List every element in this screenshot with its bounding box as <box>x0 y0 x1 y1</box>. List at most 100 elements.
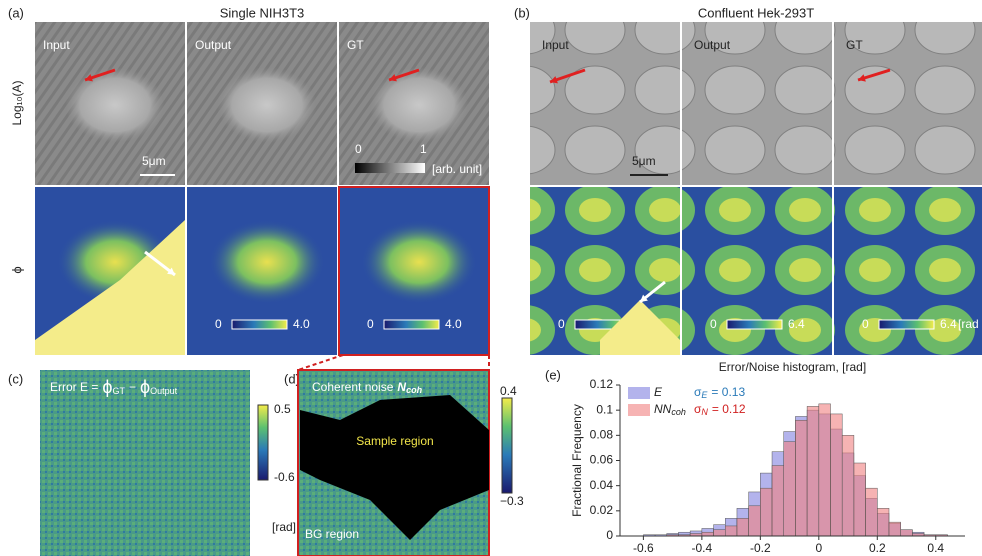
hist-bar <box>819 404 831 536</box>
hist-bar <box>831 414 843 536</box>
label: 0 <box>367 317 374 331</box>
label: -0.2 <box>750 541 771 555</box>
title-part: coh <box>406 385 423 395</box>
label: 0.5 <box>274 402 291 416</box>
panel-label: (b) <box>514 5 530 20</box>
title-part: Output <box>150 386 178 396</box>
row-label: Log₁₀(A) <box>10 80 24 125</box>
colorbar <box>232 320 287 329</box>
label: 1 <box>420 142 427 156</box>
hist-bar <box>795 420 807 536</box>
title-part: Coherent noise <box>312 380 394 394</box>
title-part: − <box>129 380 136 394</box>
zoom-line <box>298 355 343 370</box>
hist-bar <box>702 532 714 536</box>
hist-bar <box>901 530 913 536</box>
cell <box>65 67 165 143</box>
sigma-annotation: σE= 0.13 <box>694 385 745 400</box>
colorbar <box>727 320 782 329</box>
colorbar <box>502 398 512 493</box>
label: -0.6 <box>274 470 295 484</box>
label: Input <box>43 38 70 52</box>
label: 5μm <box>142 154 166 168</box>
sigma-part: = 0.13 <box>711 385 745 399</box>
colorbar <box>879 320 934 329</box>
label: [rad] <box>272 520 296 534</box>
label: Output <box>694 38 731 52</box>
panel-title: Confluent Hek-293T <box>698 5 814 20</box>
cell <box>217 67 317 143</box>
title-part: ϕ <box>102 377 112 397</box>
legend-swatch <box>628 404 650 416</box>
hist-bar <box>772 466 784 536</box>
title-part: GT <box>112 386 125 396</box>
panel-label: (a) <box>8 5 24 20</box>
title-part: ϕ <box>140 377 150 397</box>
label: 6.4 <box>940 317 957 331</box>
panel-label: (c) <box>8 371 23 386</box>
figure: (a) Single NIH3T3 (b) Confluent Hek-293T… <box>0 0 982 556</box>
sigma-part: E <box>701 390 708 400</box>
label: -0.6 <box>633 541 654 555</box>
label: 4.0 <box>445 317 462 331</box>
legend-swatch <box>628 387 650 399</box>
label: Fractional Frequency <box>570 404 584 517</box>
hist-bar <box>714 530 726 536</box>
error-image <box>40 370 250 556</box>
label: 0 <box>606 528 613 542</box>
hist-bar <box>877 508 889 536</box>
legend-sub: coh <box>671 407 686 417</box>
label: 0.04 <box>590 478 614 492</box>
colorbar <box>355 163 425 173</box>
label: Output <box>195 38 232 52</box>
hist-bar <box>749 506 761 536</box>
label: Error/Noise histogram, [rad] <box>719 360 866 374</box>
label: 0.4 <box>500 384 517 398</box>
title-part: Error E = <box>50 380 98 394</box>
hist-bar <box>889 522 901 536</box>
label: 0 <box>862 317 869 331</box>
label: BG region <box>305 527 359 541</box>
panel-title: Single NIH3T3 <box>220 5 305 20</box>
label: 0.1 <box>596 402 613 416</box>
phase-image <box>682 187 832 355</box>
panel-label: (e) <box>545 367 561 382</box>
legend-label: E <box>654 385 663 399</box>
label: [rad <box>958 317 979 331</box>
label: -0.4 <box>692 541 713 555</box>
label: [arb. unit] <box>432 162 482 176</box>
label: Sample region <box>356 434 433 448</box>
hist-bar <box>737 518 749 536</box>
label: 0 <box>815 541 822 555</box>
hist-bar <box>842 435 854 536</box>
label: GT <box>846 38 863 52</box>
label: −0.3 <box>500 494 524 508</box>
label: 0.12 <box>590 377 614 391</box>
label: 4.0 <box>293 317 310 331</box>
cell <box>369 67 469 143</box>
label: 0.08 <box>590 428 614 442</box>
label: 5μm <box>632 154 656 168</box>
hist-bar <box>784 442 796 536</box>
hist-bar <box>807 406 819 536</box>
label: 0 <box>355 142 362 156</box>
legend-label: NNcoh <box>654 402 686 417</box>
colorbar <box>384 320 439 329</box>
label: 0 <box>558 317 565 331</box>
label: 0 <box>710 317 717 331</box>
label: 0.4 <box>927 541 944 555</box>
label: 0 <box>215 317 222 331</box>
cell <box>361 220 477 304</box>
label: GT <box>347 38 364 52</box>
title-part: N <box>397 380 406 394</box>
label: Input <box>542 38 569 52</box>
row-label: ϕ <box>9 266 24 273</box>
sigma-part: = 0.12 <box>712 402 746 416</box>
label: 0.2 <box>869 541 886 555</box>
label: 6.4 <box>788 317 805 331</box>
colorbar <box>258 405 268 480</box>
label: 0.02 <box>590 503 614 517</box>
label: 0.06 <box>590 453 614 467</box>
hist-bar <box>854 463 866 536</box>
